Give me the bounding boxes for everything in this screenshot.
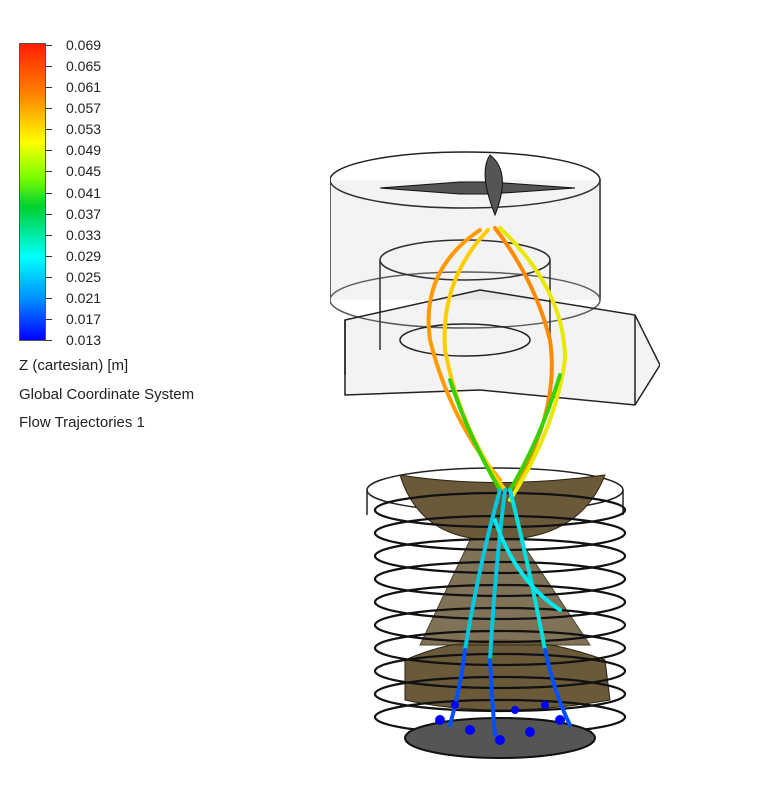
scale-tick-label: 0.049 — [66, 142, 102, 159]
scale-tick — [46, 213, 52, 215]
scale-tick-label: 0.025 — [66, 268, 102, 285]
scale-tick-label: 0.041 — [66, 184, 102, 201]
scale-tick-label: 0.029 — [66, 247, 102, 264]
scale-tick-label: 0.033 — [66, 226, 102, 243]
scale-tick — [46, 108, 52, 110]
scale-tick-label: 0.037 — [66, 205, 102, 222]
scale-tick — [46, 129, 52, 131]
scale-tick-label: 0.057 — [66, 100, 102, 117]
scale-tick-label: 0.021 — [66, 289, 102, 306]
scale-tick — [46, 192, 52, 194]
top-cap — [330, 151, 601, 350]
plot-name-label: Flow Trajectories 1 — [19, 414, 145, 431]
scale-tick — [46, 255, 52, 257]
color-scale-bar — [19, 43, 46, 341]
scale-tick-label: 0.061 — [66, 79, 102, 96]
hex-nut — [344, 289, 660, 515]
sprinkler-model-view — [330, 151, 660, 759]
droplets — [435, 701, 565, 745]
scale-tick-label: 0.065 — [66, 58, 102, 75]
scale-tick-label: 0.045 — [66, 163, 102, 180]
scale-tick — [46, 150, 52, 152]
scale-tick — [46, 171, 52, 173]
quantity-label: Z (cartesian) [m] — [19, 357, 129, 374]
scale-tick — [46, 87, 52, 89]
scale-tick-label: 0.013 — [66, 332, 102, 348]
scale-tick — [46, 66, 52, 68]
scale-tick — [46, 297, 52, 299]
deflector — [379, 154, 576, 217]
scale-tick-label: 0.069 — [66, 37, 102, 53]
scale-tick-label: 0.053 — [66, 121, 102, 138]
coordinate-system-label: Global Coordinate System — [19, 386, 195, 403]
scale-tick — [46, 276, 52, 278]
flow-trajectories — [426, 226, 572, 737]
scale-tick — [46, 45, 52, 46]
scale-tick-label: 0.017 — [66, 310, 102, 327]
scale-tick — [46, 340, 52, 341]
scale-tick — [46, 234, 52, 236]
scale-tick — [46, 318, 52, 320]
